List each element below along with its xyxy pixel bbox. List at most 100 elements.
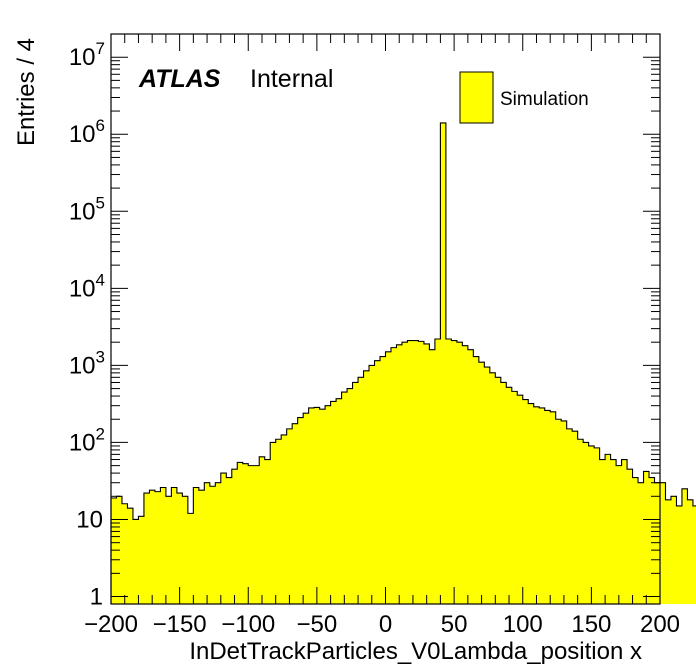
x-axis-tick-labels: −200 −150 −100 −50 0 50 100 150 200 [84, 611, 680, 638]
histogram-bin [303, 413, 310, 604]
histogram-bin [231, 469, 238, 604]
histogram-bin [676, 505, 683, 604]
x-tick-label: 100 [503, 611, 543, 638]
histogram-bin [325, 405, 331, 604]
histogram-bin [616, 465, 622, 604]
y-tick-label: 104 [69, 270, 105, 302]
atlas-sublabel: Internal [250, 65, 333, 93]
histogram-bin [412, 340, 419, 604]
histogram-bin [242, 463, 249, 604]
histogram-bin [533, 406, 540, 604]
histogram-bin [341, 392, 348, 604]
x-tick-label: −100 [221, 611, 275, 638]
histogram-bin [692, 505, 696, 604]
histogram-bin [396, 344, 403, 604]
histogram-bin [539, 407, 546, 604]
histogram-bin [121, 503, 128, 604]
y-tick-label: 10 [76, 506, 103, 533]
histogram-bin [187, 513, 194, 604]
histogram-bin [204, 482, 211, 604]
histogram-bin [237, 462, 244, 604]
histogram-bin [347, 388, 353, 604]
histogram-bin [297, 417, 304, 604]
atlas-label: ATLAS [138, 65, 221, 93]
histogram-bin [544, 410, 551, 604]
histogram-bin [670, 496, 677, 604]
histogram-bin [489, 372, 496, 604]
histogram-bin [248, 465, 255, 604]
histogram-bin [588, 445, 595, 604]
histogram-bin [627, 469, 633, 604]
histogram-bin [182, 496, 189, 604]
histogram-bin [358, 377, 364, 604]
histogram-bin [352, 382, 359, 604]
histogram-bin [572, 431, 579, 604]
y-axis-ticks [111, 33, 660, 598]
histogram-bin [429, 349, 436, 604]
x-tick-label: −50 [297, 611, 338, 638]
histogram-bin [522, 399, 529, 604]
histogram-bin [111, 498, 117, 604]
histogram-bin [462, 345, 469, 604]
histogram-bin [583, 442, 590, 604]
histogram-bin [484, 367, 491, 604]
histogram-bin [154, 491, 161, 604]
x-tick-label: −200 [84, 611, 138, 638]
histogram-bin [363, 370, 370, 604]
histogram-bin [171, 487, 178, 604]
histogram-bin [165, 496, 172, 604]
histogram-bin [220, 473, 227, 604]
histogram-bin [390, 347, 397, 604]
histogram-bin [127, 508, 134, 604]
histogram-bin [418, 341, 425, 604]
x-tick-label: 200 [640, 611, 680, 638]
legend: Simulation [459, 71, 589, 124]
histogram-bin [308, 407, 315, 604]
histogram-bin [374, 360, 381, 604]
histogram-bin [259, 456, 266, 604]
histogram-bin [473, 356, 480, 604]
histogram-bin [566, 428, 573, 604]
histogram-bin [445, 339, 452, 604]
histogram-bin [270, 442, 277, 604]
histogram-bin [385, 351, 392, 604]
x-tick-label: 50 [441, 611, 468, 638]
histogram-bin [528, 403, 535, 604]
histogram-bin [500, 382, 507, 604]
histogram-bin [660, 482, 666, 604]
histogram-bin [292, 423, 299, 604]
histogram-bin [423, 343, 430, 604]
histogram-bin [495, 377, 502, 604]
histogram-bin [253, 465, 260, 604]
histogram-bin [319, 409, 326, 604]
histogram-outline [110, 122, 696, 604]
histogram-bin [176, 493, 183, 604]
legend-label: Simulation [500, 89, 589, 110]
histogram-bin [665, 499, 672, 604]
histogram-bin [638, 482, 644, 604]
histogram-bin [632, 477, 639, 604]
histogram-bin [517, 395, 524, 604]
histogram-bin [440, 122, 447, 605]
y-tick-label: 103 [69, 347, 105, 379]
histogram-bin [681, 488, 688, 604]
histogram-bin [286, 428, 293, 604]
histogram-bin [594, 447, 601, 604]
histogram-bin [215, 482, 222, 604]
histogram-bin [336, 398, 342, 604]
histogram-bin [555, 419, 562, 604]
histogram-bin [550, 411, 557, 604]
histogram-bin [380, 356, 386, 604]
histogram-bin [264, 459, 271, 604]
histogram-bin [451, 340, 458, 604]
y-tick-label: 106 [69, 116, 105, 148]
histogram-bin [599, 459, 606, 604]
histogram-bin [401, 342, 408, 604]
histogram-bin [649, 477, 655, 604]
y-tick-label: 107 [69, 39, 105, 71]
x-tick-label: 0 [379, 611, 392, 638]
histogram-bin [506, 387, 513, 604]
histogram-bin [605, 454, 611, 604]
histogram-bin [407, 340, 414, 604]
